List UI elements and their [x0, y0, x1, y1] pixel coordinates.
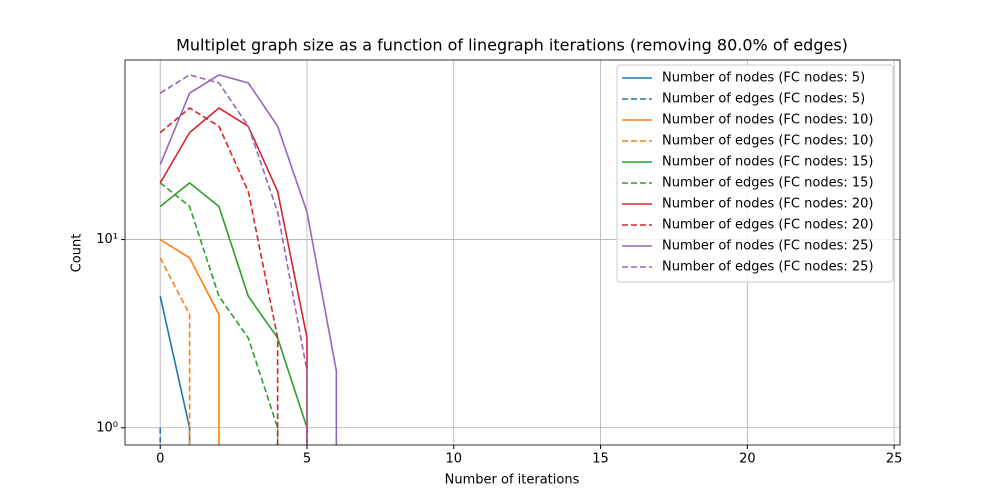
series-line — [159, 74, 338, 445]
series-line — [159, 238, 220, 445]
series-line — [159, 107, 279, 445]
x-tick-label: 15 — [592, 452, 609, 467]
chart-title: Multiplet graph size as a function of li… — [176, 36, 848, 55]
plot-frame — [124, 59, 901, 446]
x-axis-label: Number of iterations — [445, 473, 580, 488]
legend-label: Number of edges (FC nodes: 20) — [662, 218, 874, 233]
legend-label: Number of nodes (FC nodes: 25) — [662, 239, 873, 254]
legend-label: Number of edges (FC nodes: 10) — [662, 134, 874, 149]
legend-box — [616, 64, 894, 283]
legend-label: Number of edges (FC nodes: 15) — [662, 176, 874, 191]
x-tick-label: 20 — [739, 452, 756, 467]
legend-label: Number of nodes (FC nodes: 20) — [662, 197, 873, 212]
legend-label: Number of nodes (FC nodes: 5) — [662, 71, 865, 86]
x-tick-label: 0 — [156, 452, 164, 467]
legend-label: Number of edges (FC nodes: 5) — [662, 92, 865, 107]
y-tick-label: 10⁰ — [96, 420, 118, 435]
legend-label: Number of nodes (FC nodes: 10) — [662, 113, 873, 128]
x-tick-label: 10 — [446, 452, 463, 467]
series-line — [159, 296, 191, 445]
series-line — [159, 257, 191, 445]
y-tick-label: 10¹ — [96, 232, 118, 247]
y-axis-label: Count — [70, 234, 85, 273]
legend-label: Number of nodes (FC nodes: 15) — [662, 155, 873, 170]
series-line — [159, 74, 308, 445]
x-tick-label: 25 — [886, 452, 903, 467]
x-tick-label: 5 — [303, 452, 311, 467]
legend-label: Number of edges (FC nodes: 25) — [662, 260, 874, 275]
